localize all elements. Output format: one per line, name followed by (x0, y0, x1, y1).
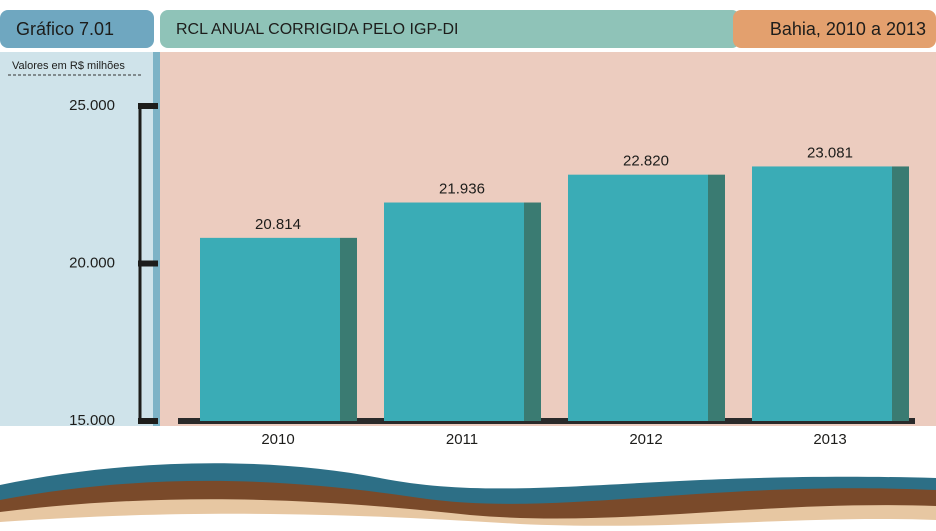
chart-title: RCL ANUAL CORRIGIDA PELO IGP-DI (176, 21, 458, 38)
x-tick-label: 2013 (813, 431, 846, 448)
value-label: 21.936 (439, 180, 485, 197)
bar (568, 175, 708, 421)
figure-label: Gráfico 7.01 (16, 19, 114, 39)
chart: Gráfico 7.01 RCL ANUAL CORRIGIDA PELO IG… (0, 0, 936, 531)
bar (200, 238, 340, 421)
bar (752, 166, 892, 421)
bar-side (708, 175, 725, 421)
chart-subtitle: Bahia, 2010 a 2013 (770, 19, 926, 39)
value-label: 22.820 (623, 153, 669, 170)
bar-side (892, 166, 909, 421)
tick-mark (138, 261, 158, 267)
x-tick-label: 2012 (629, 431, 662, 448)
y-tick-label: 20.000 (69, 254, 115, 271)
y-tick-label: 25.000 (69, 97, 115, 114)
tick-mark (138, 103, 158, 109)
bar-side (340, 238, 357, 421)
y-tick-label: 15.000 (69, 412, 115, 429)
bar (384, 203, 524, 421)
x-tick-label: 2011 (446, 431, 478, 448)
bar-side (524, 203, 541, 421)
tick-mark (138, 418, 158, 424)
value-label: 20.814 (255, 216, 301, 233)
value-label: 23.081 (807, 144, 853, 161)
x-tick-label: 2010 (261, 431, 294, 448)
y-axis-label: Valores em R$ milhões (12, 60, 125, 72)
